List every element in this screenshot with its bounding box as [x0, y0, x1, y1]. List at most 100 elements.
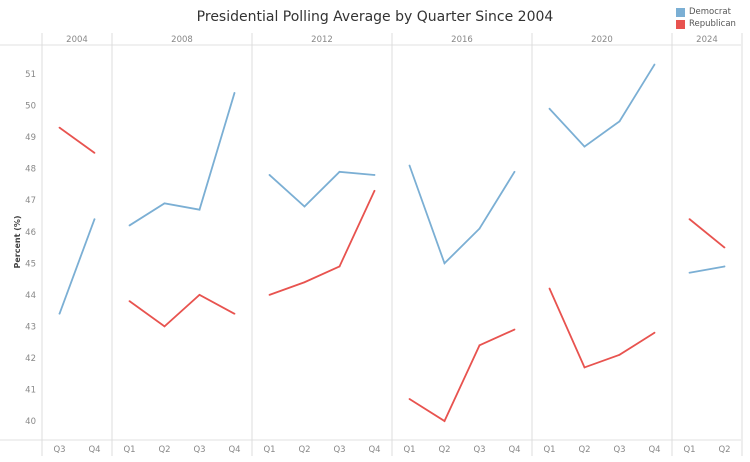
data-point — [303, 205, 306, 208]
quarter-tick-label: Q1 — [403, 445, 415, 455]
series-line-republican — [269, 190, 376, 296]
y-tick-label: 48 — [25, 165, 36, 175]
quarter-tick-label: Q3 — [53, 445, 65, 455]
legend-item-democrat[interactable]: Democrat — [676, 6, 736, 18]
y-tick-label: 51 — [25, 70, 36, 80]
data-point — [408, 164, 411, 167]
data-point — [303, 281, 306, 284]
series-line-democrat — [408, 165, 516, 265]
data-point — [513, 328, 516, 331]
series-line-republican — [409, 328, 515, 423]
y-tick-label: 41 — [25, 386, 36, 396]
data-point — [198, 293, 201, 296]
data-point — [583, 366, 586, 369]
data-point — [688, 271, 691, 274]
democrat-swatch — [676, 7, 685, 17]
data-point — [338, 265, 341, 268]
data-point — [268, 293, 271, 296]
quarter-tick-label: Q1 — [543, 445, 555, 455]
data-point — [618, 353, 621, 356]
data-point — [723, 246, 726, 249]
data-point — [163, 325, 166, 328]
data-point — [443, 262, 446, 265]
y-tick-label: 42 — [25, 354, 36, 364]
data-point — [128, 300, 131, 303]
panel-year-label: 2020 — [591, 35, 613, 45]
quarter-tick-label: Q3 — [193, 445, 205, 455]
data-point — [58, 126, 61, 129]
data-point — [58, 312, 61, 315]
data-point — [233, 312, 236, 315]
data-point — [478, 227, 481, 230]
series-line-republican — [58, 126, 96, 154]
quarter-tick-label: Q2 — [298, 445, 310, 455]
data-point — [198, 208, 201, 211]
legend-label: Democrat — [689, 7, 731, 17]
data-point — [478, 344, 481, 347]
y-tick-label: 50 — [25, 102, 36, 112]
data-point — [338, 170, 341, 173]
y-tick-label: 47 — [25, 196, 36, 206]
quarter-tick-label: Q4 — [368, 445, 380, 455]
quarter-tick-label: Q2 — [158, 445, 170, 455]
data-point — [548, 107, 551, 110]
y-tick-label: 44 — [25, 291, 36, 301]
y-tick-label: 45 — [25, 259, 36, 269]
panel-year-label: 2024 — [696, 35, 718, 45]
series-line-republican — [128, 293, 235, 328]
republican-swatch — [676, 19, 685, 29]
quarter-tick-label: Q1 — [263, 445, 275, 455]
data-point — [618, 120, 621, 123]
series-line-republican — [548, 288, 655, 369]
data-point — [233, 92, 236, 94]
quarter-tick-label: Q2 — [438, 445, 450, 455]
y-axis-label: Percent (%) — [13, 215, 22, 268]
data-point — [163, 202, 166, 205]
series-line-democrat — [58, 218, 96, 315]
panel-year-label: 2016 — [451, 35, 473, 45]
y-tick-label: 43 — [25, 322, 36, 332]
panel-year-label: 2012 — [311, 35, 333, 45]
data-point — [268, 174, 271, 176]
data-point — [548, 287, 551, 290]
y-tick-label: 49 — [25, 133, 36, 143]
legend-label: Republican — [689, 19, 736, 29]
quarter-tick-label: Q1 — [683, 445, 695, 455]
data-point — [513, 170, 516, 173]
y-tick-label: 40 — [25, 417, 36, 427]
quarter-tick-label: Q3 — [333, 445, 345, 455]
data-point — [688, 218, 691, 221]
data-point — [373, 174, 376, 176]
quarter-tick-label: Q3 — [613, 445, 625, 455]
quarter-tick-label: Q2 — [578, 445, 590, 455]
series-line-democrat — [129, 92, 236, 227]
panel-year-label: 2008 — [171, 35, 193, 45]
quarter-tick-label: Q2 — [718, 445, 730, 455]
data-point — [93, 151, 96, 154]
quarter-tick-label: Q4 — [228, 445, 240, 455]
series-line-democrat — [689, 265, 725, 274]
data-point — [408, 398, 411, 400]
quarter-tick-label: Q1 — [123, 445, 135, 455]
data-point — [373, 189, 376, 192]
quarter-tick-label: Q4 — [88, 445, 100, 455]
data-point — [93, 218, 96, 221]
chart-title: Presidential Polling Average by Quarter … — [196, 9, 554, 25]
series-line-republican — [688, 218, 726, 249]
quarter-tick-label: Q3 — [473, 445, 485, 455]
data-point — [443, 420, 446, 422]
data-point — [583, 145, 586, 148]
data-point — [653, 63, 656, 66]
legend-item-republican[interactable]: Republican — [676, 18, 736, 30]
quarter-tick-label: Q4 — [648, 445, 660, 455]
y-tick-label: 46 — [25, 228, 36, 238]
data-point — [653, 331, 656, 334]
panel-year-label: 2004 — [66, 35, 88, 45]
data-point — [723, 265, 726, 268]
series-line-democrat — [268, 170, 375, 208]
legend: Democrat Republican — [676, 6, 736, 30]
data-point — [128, 224, 131, 227]
quarter-tick-label: Q4 — [508, 445, 520, 455]
series-line-democrat — [548, 64, 656, 148]
